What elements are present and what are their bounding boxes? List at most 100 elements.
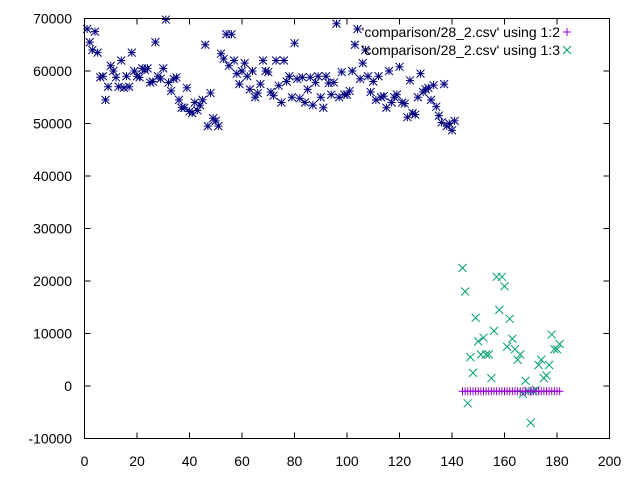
x-axis-tick-labels: 0 20 40 60 80 100 120 140 160 180 200 (81, 453, 622, 469)
data-point-series-2 (471, 313, 480, 323)
data-point-series-3 (347, 66, 357, 76)
data-point-series-3 (450, 116, 459, 126)
data-point-series-2 (481, 350, 491, 359)
x-tick-label: 160 (493, 453, 517, 469)
data-point-series-3 (200, 40, 210, 50)
data-point-series-3 (229, 56, 239, 65)
data-point-series-3 (400, 99, 410, 108)
data-point-series-3 (392, 90, 402, 99)
data-point-series-3 (274, 81, 284, 91)
data-point-series-3 (158, 64, 168, 73)
x-tick-label: 0 (81, 453, 89, 469)
data-point-series-3 (345, 86, 354, 96)
data-point-series-3 (253, 88, 263, 98)
x-tick-label: 20 (129, 453, 145, 469)
data-point-series-3 (350, 40, 360, 50)
x-tick-label: 80 (287, 453, 303, 469)
data-point-series-3 (308, 100, 318, 110)
data-point-series-3 (151, 37, 160, 47)
data-point-series-2 (489, 326, 499, 336)
data-point-series-3 (203, 121, 213, 131)
data-point-series-3 (439, 79, 449, 89)
data-point-series-2 (508, 334, 517, 344)
data-point-series-3 (303, 85, 312, 94)
data-point-series-3 (429, 80, 438, 90)
data-point-series-3 (127, 48, 137, 57)
data-point-series-2 (473, 337, 483, 346)
legend: 'comparison/28_2.csv' using 1:2 'compari… (362, 24, 572, 58)
legend-marker-cross (562, 45, 572, 55)
data-point-series-3 (248, 66, 257, 76)
data-point-series-2 (542, 371, 551, 380)
data-point-series-2 (463, 398, 473, 408)
data-point-series-3 (337, 67, 347, 77)
data-point-series-3 (287, 92, 297, 102)
data-point-series-3 (363, 71, 373, 81)
data-point-series-3 (161, 15, 171, 24)
data-point-series-3 (405, 76, 415, 85)
data-point-series-3 (374, 71, 383, 81)
data-point-series-3 (300, 98, 310, 107)
data-point-series-3 (85, 37, 95, 47)
data-point-series-3 (298, 72, 307, 82)
data-point-series-2 (534, 360, 543, 370)
data-point-series-3 (114, 82, 123, 92)
data-point-series-3 (366, 87, 375, 97)
data-point-series-3 (321, 71, 331, 81)
data-point-series-3 (395, 62, 404, 72)
data-point-series-2 (479, 333, 488, 343)
data-point-series-3 (434, 111, 444, 120)
data-point-series-3 (103, 82, 113, 92)
data-point-series-2 (547, 330, 557, 339)
data-point-series-3 (431, 102, 441, 112)
data-point-series-3 (290, 38, 299, 48)
x-tick-label: 200 (598, 453, 622, 469)
y-tick-label: 50000 (33, 116, 72, 132)
data-point-series-2 (500, 281, 509, 291)
data-point-series-2 (468, 368, 478, 378)
data-point-series-3 (319, 103, 328, 113)
y-tick-label: 0 (64, 378, 72, 394)
y-tick-label: 10000 (33, 326, 72, 342)
data-point-series-3 (329, 78, 339, 87)
data-point-series-3 (277, 98, 286, 107)
data-point-series-3 (355, 74, 365, 84)
data-point-series-3 (258, 56, 268, 65)
data-point-series-3 (206, 88, 215, 98)
legend-label-series-1: 'comparison/28_2.csv' using 1:2 (362, 24, 561, 40)
data-point-series-3 (403, 112, 412, 122)
data-point-series-2 (460, 287, 470, 296)
data-point-series-2 (505, 314, 515, 324)
plot-frame (84, 18, 610, 439)
y-tick-label: 20000 (33, 273, 72, 289)
data-point-series-3 (124, 82, 134, 92)
data-point-series-1 (555, 387, 564, 396)
data-points (82, 15, 564, 428)
data-point-series-3 (447, 125, 457, 135)
data-point-series-2 (544, 360, 554, 370)
data-point-series-3 (164, 78, 173, 87)
data-point-series-3 (198, 95, 207, 105)
data-point-series-3 (271, 56, 281, 65)
data-point-series-2 (555, 339, 564, 349)
data-point-series-3 (316, 92, 326, 102)
data-point-series-2 (466, 352, 475, 362)
data-point-series-3 (101, 95, 110, 105)
data-point-series-2 (513, 355, 522, 365)
x-tick-label: 140 (440, 453, 464, 469)
data-point-series-2 (494, 305, 504, 315)
data-point-series-3 (263, 67, 273, 77)
data-point-series-3 (426, 95, 436, 105)
data-point-series-3 (172, 72, 181, 82)
data-point-series-2 (458, 263, 467, 273)
data-point-series-3 (245, 85, 255, 94)
data-point-series-3 (292, 74, 302, 84)
data-point-series-3 (240, 58, 249, 68)
data-point-series-3 (332, 19, 341, 29)
data-point-series-3 (437, 118, 446, 127)
data-point-series-3 (353, 24, 362, 34)
x-tick-label: 40 (182, 453, 198, 469)
data-point-series-3 (256, 79, 265, 89)
data-point-series-2 (536, 355, 546, 365)
data-point-series-3 (156, 74, 165, 84)
